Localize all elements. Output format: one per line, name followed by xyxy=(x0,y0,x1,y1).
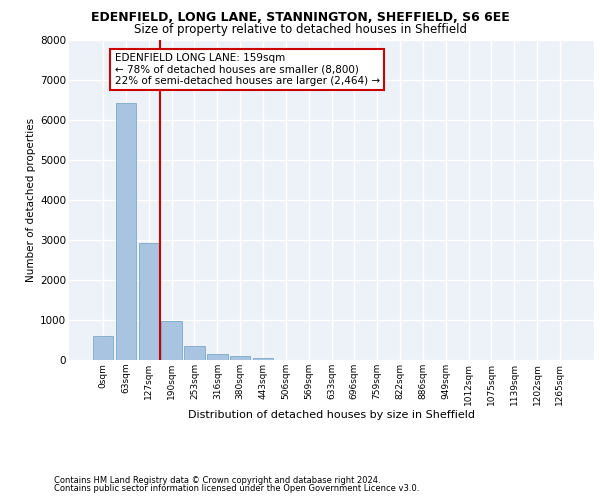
Bar xyxy=(184,346,205,360)
Bar xyxy=(207,354,227,360)
Bar xyxy=(230,356,250,360)
Bar xyxy=(161,321,182,360)
Bar xyxy=(139,243,159,360)
Bar xyxy=(253,358,273,360)
Text: Contains HM Land Registry data © Crown copyright and database right 2024.: Contains HM Land Registry data © Crown c… xyxy=(54,476,380,485)
Text: EDENFIELD, LONG LANE, STANNINGTON, SHEFFIELD, S6 6EE: EDENFIELD, LONG LANE, STANNINGTON, SHEFF… xyxy=(91,11,509,24)
Y-axis label: Number of detached properties: Number of detached properties xyxy=(26,118,36,282)
Text: Size of property relative to detached houses in Sheffield: Size of property relative to detached ho… xyxy=(133,22,467,36)
X-axis label: Distribution of detached houses by size in Sheffield: Distribution of detached houses by size … xyxy=(188,410,475,420)
Text: EDENFIELD LONG LANE: 159sqm
← 78% of detached houses are smaller (8,800)
22% of : EDENFIELD LONG LANE: 159sqm ← 78% of det… xyxy=(115,53,380,86)
Text: Contains public sector information licensed under the Open Government Licence v3: Contains public sector information licen… xyxy=(54,484,419,493)
Bar xyxy=(93,336,113,360)
Bar xyxy=(116,103,136,360)
